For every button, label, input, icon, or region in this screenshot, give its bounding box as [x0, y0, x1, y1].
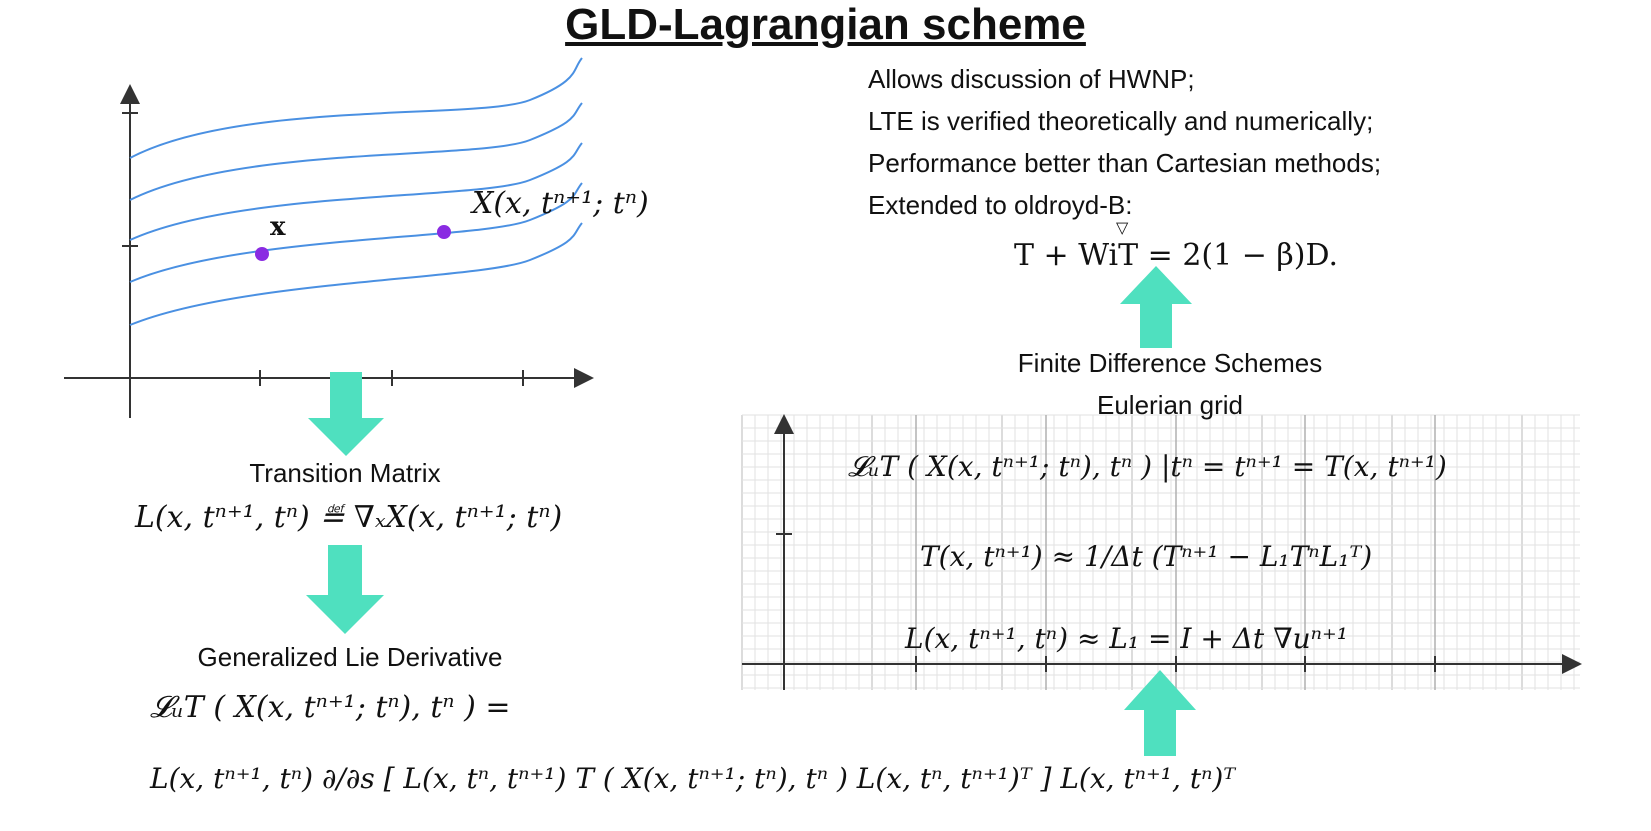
- point-x-marker: [255, 247, 269, 261]
- grid-equation-3: L(x, tⁿ⁺¹, tⁿ) ≈ L₁ = I + Δt ∇uⁿ⁺¹: [905, 622, 1349, 655]
- point-X-label: X(x, tⁿ⁺¹; tⁿ): [472, 186, 649, 221]
- flow-curve: [129, 182, 583, 283]
- upper-convected-marker: ▽: [1116, 218, 1129, 237]
- eulerian-grid-label: Eulerian grid: [1097, 390, 1243, 420]
- lie-derivative-line2: L(x, tⁿ⁺¹, tⁿ) ∂/∂s [ L(x, tⁿ, tⁿ⁺¹) T (…: [150, 762, 1236, 795]
- up-arrow-to-grid: [1124, 670, 1196, 756]
- bullet-hwnp: Allows discussion of HWNP;: [868, 64, 1195, 94]
- lie-derivative-line1: 𝓛ᵤT ( X(x, tⁿ⁺¹; tⁿ), tⁿ ) =: [150, 690, 511, 725]
- bullet-oldroyd: Extended to oldroyd-B:: [868, 190, 1133, 220]
- grid-equation-1: 𝓛ᵤT ( X(x, tⁿ⁺¹; tⁿ), tⁿ ) |tⁿ = tⁿ⁺¹ = …: [848, 450, 1447, 483]
- point-X-marker: [437, 225, 451, 239]
- bullet-lte: LTE is verified theoretically and numeri…: [868, 106, 1374, 136]
- flow-curve: [129, 222, 583, 326]
- up-arrow-to-oldroyd: [1120, 266, 1192, 348]
- oldroyd-equation: T + WiT = 2(1 − β)D.: [1014, 238, 1338, 273]
- flow-curve: [129, 102, 583, 201]
- transition-matrix-label: Transition Matrix: [249, 458, 441, 488]
- eulerian-grid: [741, 414, 1582, 690]
- page-title: GLD-Lagrangian scheme: [565, 0, 1086, 49]
- generalized-lie-label: Generalized Lie Derivative: [197, 642, 503, 672]
- flow-curve: [129, 57, 583, 159]
- flow-curve: [129, 142, 583, 241]
- transition-matrix-equation: L(x, tⁿ⁺¹, tⁿ) ≝ ∇ₓX(x, tⁿ⁺¹; tⁿ): [135, 500, 563, 535]
- point-x-label: x: [270, 212, 286, 242]
- down-arrow-to-lie: [306, 545, 384, 634]
- bullet-performance: Performance better than Cartesian method…: [868, 148, 1382, 178]
- flow-arrows: [306, 266, 1196, 756]
- grid-equation-2: T(x, tⁿ⁺¹) ≈ 1/Δt (Tⁿ⁺¹ − L₁TⁿL₁ᵀ): [920, 540, 1373, 573]
- finite-difference-label: Finite Difference Schemes: [1017, 348, 1323, 378]
- down-arrow-to-transition: [308, 372, 384, 456]
- flow-plot: [64, 57, 594, 418]
